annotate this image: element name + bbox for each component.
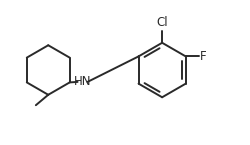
Text: F: F [200, 50, 206, 63]
Text: HN: HN [74, 75, 91, 88]
Text: Cl: Cl [156, 16, 168, 29]
